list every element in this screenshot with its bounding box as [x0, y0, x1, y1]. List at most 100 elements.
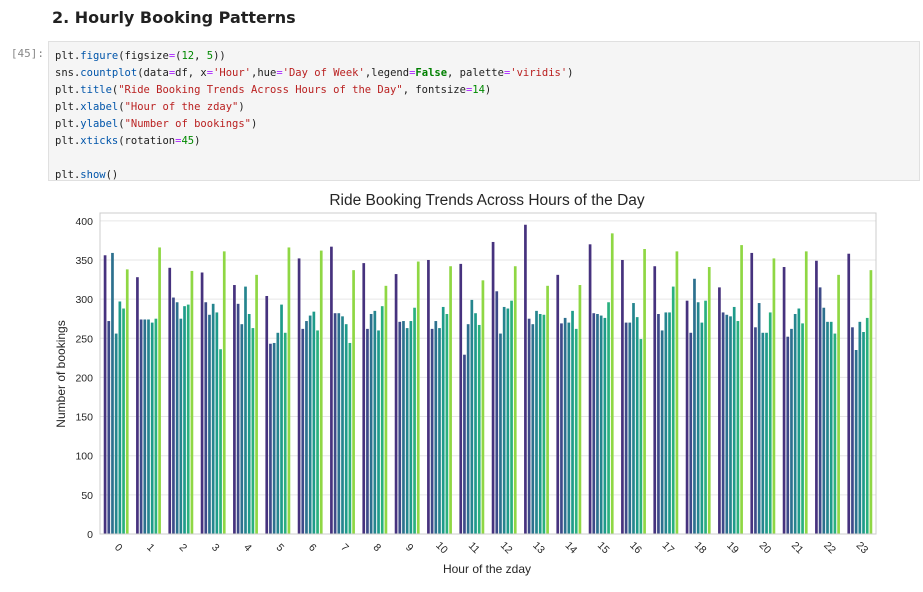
- bar: [610, 233, 614, 535]
- bar: [790, 328, 793, 534]
- bar: [624, 322, 628, 534]
- code-line: plt.figure(figsize=(12, 5)): [55, 48, 913, 65]
- bar: [772, 258, 776, 534]
- code-token: 45: [181, 135, 195, 147]
- bar: [316, 330, 319, 534]
- y-tick-labels: 0 50 100 150 200 250 300 350 400: [75, 216, 93, 541]
- y-tick-label: 300: [75, 294, 93, 306]
- bar: [150, 322, 154, 534]
- bar: [567, 322, 571, 534]
- bar: [427, 259, 430, 534]
- code-token: , palette: [447, 67, 504, 79]
- code-token: False: [415, 67, 448, 79]
- x-tick-label: 8: [371, 542, 384, 555]
- bar: [696, 302, 700, 534]
- bar: [402, 321, 405, 534]
- code-token: plt: [55, 118, 74, 130]
- code-token: countplot: [80, 67, 138, 79]
- bar: [718, 287, 721, 534]
- code-token: (: [118, 118, 125, 130]
- code-token: plt: [55, 169, 74, 181]
- code-token: =: [175, 135, 182, 147]
- plot-frame: [99, 212, 877, 535]
- bar: [822, 307, 826, 534]
- bar: [527, 318, 531, 534]
- x-tick-label: 4: [241, 542, 254, 555]
- bar: [247, 313, 251, 534]
- code-token: sns: [55, 67, 74, 79]
- bar: [689, 332, 693, 534]
- code-token: .: [73, 118, 81, 130]
- bar: [761, 332, 765, 534]
- bar: [801, 323, 804, 534]
- bar: [139, 319, 143, 534]
- code-token: =: [503, 67, 511, 79]
- bar: [416, 261, 420, 534]
- bar: [869, 270, 873, 534]
- bar: [280, 304, 283, 534]
- bar: [815, 260, 818, 534]
- code-token: plt: [55, 101, 74, 113]
- bar: [330, 246, 333, 534]
- bar: [754, 327, 757, 534]
- x-tick-label: 21: [789, 540, 806, 557]
- bar: [312, 311, 316, 534]
- code-token: .: [73, 135, 81, 147]
- bar: [272, 342, 276, 534]
- bar: [621, 259, 624, 534]
- bar: [513, 266, 517, 534]
- bar: [707, 267, 711, 534]
- code-token: (: [111, 84, 119, 96]
- code-token: plt: [55, 50, 74, 62]
- bar: [463, 354, 466, 534]
- x-tick-label: 20: [757, 540, 774, 557]
- x-tick-label: 5: [274, 542, 287, 555]
- bar: [222, 251, 226, 534]
- bar: [477, 324, 481, 534]
- code-token: , fontsize: [402, 84, 466, 96]
- bar: [413, 307, 416, 534]
- code-token: 12: [181, 50, 195, 62]
- y-tick-label: 150: [75, 412, 93, 424]
- y-tick-label: 400: [75, 216, 93, 228]
- bar: [653, 266, 657, 534]
- code-token: "Hour of the zday": [124, 101, 239, 113]
- code-token: (figsize: [118, 50, 169, 62]
- bar: [643, 249, 646, 534]
- bar: [409, 321, 413, 534]
- bar: [639, 339, 643, 534]
- bar: [147, 319, 150, 534]
- bar: [502, 306, 506, 534]
- code-token: df, x: [175, 67, 207, 79]
- bar: [664, 312, 668, 534]
- code-token: (data: [137, 67, 169, 79]
- code-line: [55, 150, 913, 167]
- bar: [765, 332, 768, 534]
- x-tick-label: 3: [209, 542, 222, 555]
- bar: [721, 312, 725, 534]
- code-token: )): [213, 50, 226, 62]
- code-token: =: [409, 67, 416, 79]
- bar: [732, 306, 736, 534]
- bar: [445, 313, 449, 534]
- bar: [797, 308, 801, 534]
- bar: [546, 285, 549, 534]
- bar: [782, 267, 786, 534]
- code-cell[interactable]: plt.figure(figsize=(12, 5)) sns.countplot…: [48, 41, 920, 181]
- bar: [366, 328, 369, 534]
- x-tick-label: 10: [433, 540, 450, 557]
- bar: [592, 313, 596, 534]
- bar: [603, 317, 607, 534]
- y-tick-label: 200: [75, 372, 93, 384]
- bar: [671, 286, 675, 534]
- bar: [704, 300, 707, 534]
- y-tick-label: 100: [75, 451, 93, 463]
- x-tick-label: 1: [144, 542, 157, 555]
- code-token: .: [73, 67, 81, 79]
- bar: [574, 328, 578, 534]
- bar: [114, 333, 118, 534]
- code-token: ): [194, 135, 201, 147]
- code-token: xticks: [80, 135, 119, 147]
- bar: [348, 342, 352, 534]
- x-tick-label: 14: [563, 540, 580, 557]
